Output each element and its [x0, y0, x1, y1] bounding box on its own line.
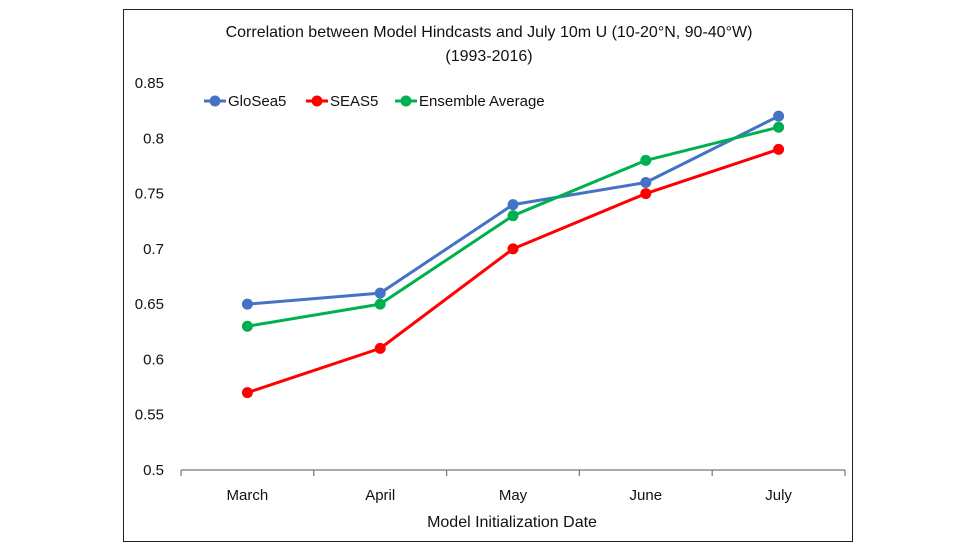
legend-item: Ensemble Average — [395, 93, 545, 110]
series-line — [246, 147, 780, 395]
data-point — [374, 298, 386, 310]
data-point — [241, 298, 253, 310]
y-tick-label: 0.85 — [135, 75, 164, 92]
data-point — [507, 199, 519, 211]
data-point — [640, 188, 652, 200]
x-axis-title: Model Initialization Date — [427, 514, 597, 531]
x-tick-label: March — [227, 487, 269, 504]
legend-label: Ensemble Average — [419, 93, 545, 110]
x-tick-label: June — [630, 487, 663, 504]
data-point — [773, 110, 785, 122]
series-ensemble-average — [241, 121, 785, 332]
data-point — [374, 342, 386, 354]
legend-label: SEAS5 — [330, 93, 378, 110]
data-point — [507, 243, 519, 255]
y-tick-label: 0.7 — [143, 241, 164, 258]
y-tick-label: 0.6 — [143, 351, 164, 368]
x-tick-label: April — [365, 487, 395, 504]
chart-title: Correlation between Model Hindcasts and … — [226, 24, 753, 41]
data-point — [241, 387, 253, 399]
data-point — [773, 121, 785, 133]
series-line — [247, 114, 780, 306]
data-point — [374, 287, 386, 299]
x-tick-label: July — [765, 487, 792, 504]
chart-subtitle: (1993-2016) — [445, 48, 532, 65]
legend: GloSea5 SEAS5 Ensemble Average — [204, 93, 545, 110]
data-point — [640, 177, 652, 189]
x-tick-label: May — [499, 487, 528, 504]
y-tick-label: 0.8 — [143, 130, 164, 147]
data-point — [507, 210, 519, 222]
y-axis-labels: 0.5 0.55 0.6 0.65 0.7 0.75 0.8 0.85 — [135, 75, 164, 479]
y-tick-label: 0.75 — [135, 186, 164, 203]
x-axis-ticks — [180, 470, 846, 476]
series-layer — [241, 110, 785, 399]
legend-item: GloSea5 — [204, 93, 286, 110]
x-axis-labels: March April May June July — [227, 487, 793, 504]
legend-item: SEAS5 — [306, 93, 378, 110]
data-point — [640, 154, 652, 166]
series-seas5 — [241, 143, 785, 399]
data-point — [241, 320, 253, 332]
legend-label: GloSea5 — [228, 93, 286, 110]
legend-swatch-marker — [400, 95, 412, 107]
series-glosea5 — [241, 110, 785, 310]
y-tick-label: 0.55 — [135, 407, 164, 424]
legend-swatch-marker — [311, 95, 323, 107]
data-point — [773, 143, 785, 155]
y-tick-label: 0.65 — [135, 296, 164, 313]
y-tick-label: 0.5 — [143, 462, 164, 479]
chart-frame — [123, 9, 853, 542]
legend-swatch-marker — [209, 95, 221, 107]
